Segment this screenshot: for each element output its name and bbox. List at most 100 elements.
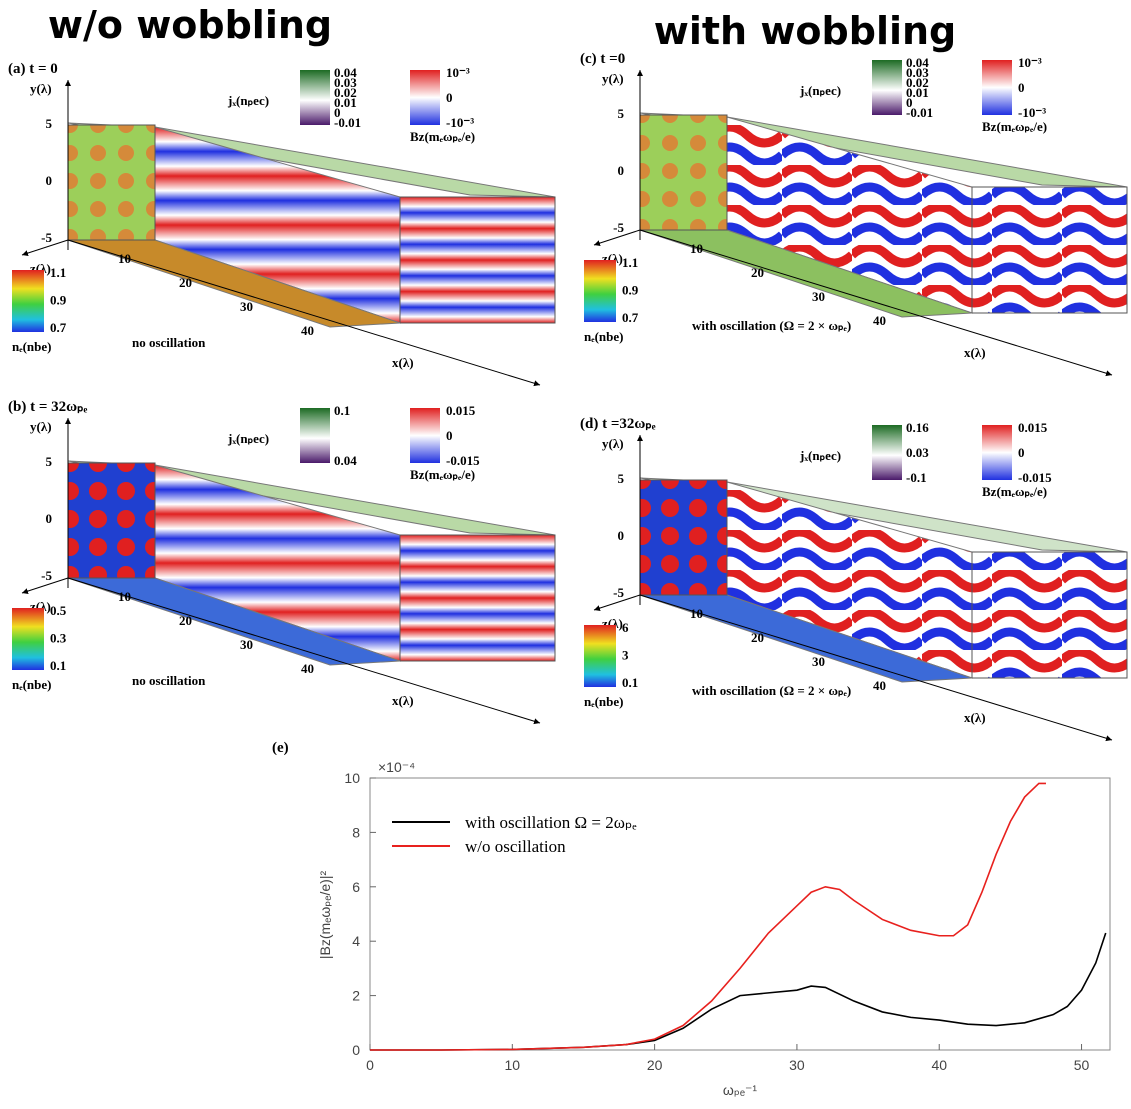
x-tick-label: 40 bbox=[873, 313, 886, 328]
colorbar-tick: 0.04 bbox=[334, 65, 357, 80]
colorbar-tick: 0.3 bbox=[50, 631, 67, 646]
colorbar bbox=[410, 408, 440, 463]
colorbar-tick: 0 bbox=[1018, 445, 1025, 460]
note: no oscillation bbox=[132, 673, 206, 688]
colorbar-label: nₑ(nbe) bbox=[12, 339, 51, 354]
colorbar-tick: 0 bbox=[446, 90, 453, 105]
colorbar-label: Bz(mₑωₚₑ/e) bbox=[982, 119, 1047, 134]
x-axis bbox=[67, 239, 541, 387]
x-tick-label: 30 bbox=[812, 654, 825, 669]
colorbar bbox=[584, 625, 616, 687]
y-tick-label: -5 bbox=[613, 220, 624, 235]
x-tick-label: 10 bbox=[118, 251, 131, 266]
x-tick-label: 10 bbox=[690, 606, 703, 621]
legend-label: w/o oscillation bbox=[465, 837, 566, 856]
colorbar-tick: 0.9 bbox=[622, 283, 639, 298]
colorbar-tick: 0.7 bbox=[622, 310, 639, 325]
end-face bbox=[399, 196, 556, 324]
panel: (b) t = 32ωₚₑy(λ)z(λ)x(λ)50-5102030400.1… bbox=[8, 399, 556, 725]
axis-label: y(λ) bbox=[30, 81, 52, 96]
colorbar-tick: 0.7 bbox=[50, 320, 67, 335]
x-tick-label: 30 bbox=[240, 299, 253, 314]
heading: with wobbling bbox=[654, 9, 957, 53]
colorbar-tick: 0.1 bbox=[334, 403, 350, 418]
axis-label: y(λ) bbox=[30, 419, 52, 434]
colorbar-tick: 0 bbox=[334, 105, 341, 120]
colorbar-tick: -0.01 bbox=[334, 115, 361, 130]
y-tick-label: 2 bbox=[352, 988, 360, 1004]
note: with oscillation (Ω = 2 × ωₚₑ) bbox=[692, 683, 851, 698]
left-face bbox=[67, 124, 156, 241]
colorbar-tick: 0 bbox=[906, 95, 913, 110]
series-line bbox=[370, 782, 1046, 1051]
panel-label: (e) bbox=[272, 740, 289, 756]
y-tick-label: 6 bbox=[352, 879, 360, 895]
z-axis bbox=[593, 594, 641, 611]
heading: w/o wobbling bbox=[48, 3, 332, 47]
y-tick-label: -5 bbox=[41, 230, 52, 245]
colorbar bbox=[584, 260, 616, 322]
colorbar-label: jₓ(nₚec) bbox=[227, 431, 269, 446]
x-tick-label: 20 bbox=[751, 265, 764, 280]
plot-frame bbox=[369, 777, 1111, 1051]
x-tick-label: 40 bbox=[931, 1057, 947, 1073]
colorbar bbox=[872, 60, 902, 115]
colorbar-label: Bz(mₑωₚₑ/e) bbox=[410, 129, 475, 144]
axis-label: x(λ) bbox=[964, 345, 986, 360]
left-face bbox=[67, 462, 156, 579]
colorbar-tick: -0.015 bbox=[1018, 470, 1052, 485]
x-tick-label: 30 bbox=[812, 289, 825, 304]
colorbar-tick: 6 bbox=[622, 620, 629, 635]
end-face bbox=[399, 534, 556, 662]
y-tick-label: 5 bbox=[618, 106, 625, 121]
colorbar bbox=[410, 70, 440, 125]
colorbar-tick: 1.1 bbox=[50, 265, 66, 280]
colorbar-label: nₑ(nbe) bbox=[12, 677, 51, 692]
end-face bbox=[971, 186, 1128, 314]
colorbar-tick: -10⁻³ bbox=[446, 115, 474, 130]
x-tick-label: 30 bbox=[789, 1057, 805, 1073]
y-tick-label: 0 bbox=[618, 528, 625, 543]
colorbar-tick: 10⁻³ bbox=[446, 65, 470, 80]
x-tick-label: 40 bbox=[301, 661, 314, 676]
y-tick-label: 4 bbox=[352, 933, 360, 949]
x-tick-label: 20 bbox=[751, 630, 764, 645]
colorbar-tick: 0.03 bbox=[906, 65, 929, 80]
colorbar-label: jₓ(nₚec) bbox=[799, 448, 841, 463]
x-axis bbox=[67, 577, 541, 725]
colorbar-tick: 0.02 bbox=[906, 75, 929, 90]
colorbar-tick: 0.02 bbox=[334, 85, 357, 100]
colorbar-label: Bz(mₑωₚₑ/e) bbox=[982, 484, 1047, 499]
y-tick-label: 0 bbox=[46, 511, 53, 526]
colorbar-label: nₑ(nbe) bbox=[584, 329, 623, 344]
y-tick-label: 5 bbox=[618, 471, 625, 486]
axis-label: x(λ) bbox=[392, 693, 414, 708]
colorbar-tick: 0 bbox=[446, 428, 453, 443]
x-axis-label: ωₚₑ⁻¹ bbox=[723, 1082, 758, 1098]
y-tick-label: 0 bbox=[352, 1042, 360, 1058]
colorbar bbox=[872, 425, 902, 480]
x-tick-label: 10 bbox=[505, 1057, 521, 1073]
colorbar-tick: 0.1 bbox=[50, 658, 66, 673]
x-tick-label: 40 bbox=[301, 323, 314, 338]
x-tick-label: 20 bbox=[179, 275, 192, 290]
x-tick-label: 40 bbox=[873, 678, 886, 693]
colorbar-tick: 0.04 bbox=[334, 453, 357, 468]
colorbar bbox=[982, 60, 1012, 115]
colorbar-tick: 0.03 bbox=[334, 75, 357, 90]
axis-label: x(λ) bbox=[392, 355, 414, 370]
colorbar-tick: 0.04 bbox=[906, 55, 929, 70]
colorbar-tick: 0.16 bbox=[906, 420, 929, 435]
colorbar-tick: -0.1 bbox=[906, 470, 927, 485]
colorbar-tick: 0.01 bbox=[906, 85, 929, 100]
legend-label: with oscillation Ω = 2ωₚₑ bbox=[465, 813, 637, 832]
colorbar bbox=[12, 270, 44, 332]
colorbar bbox=[300, 408, 330, 463]
colorbar-tick: 0.03 bbox=[906, 445, 929, 460]
x-axis bbox=[639, 594, 1113, 742]
colorbar-tick: 1.1 bbox=[622, 255, 638, 270]
x-tick-label: 20 bbox=[179, 613, 192, 628]
y-tick-label: -5 bbox=[41, 568, 52, 583]
note: with oscillation (Ω = 2 × ωₚₑ) bbox=[692, 318, 851, 333]
colorbar bbox=[300, 70, 330, 125]
